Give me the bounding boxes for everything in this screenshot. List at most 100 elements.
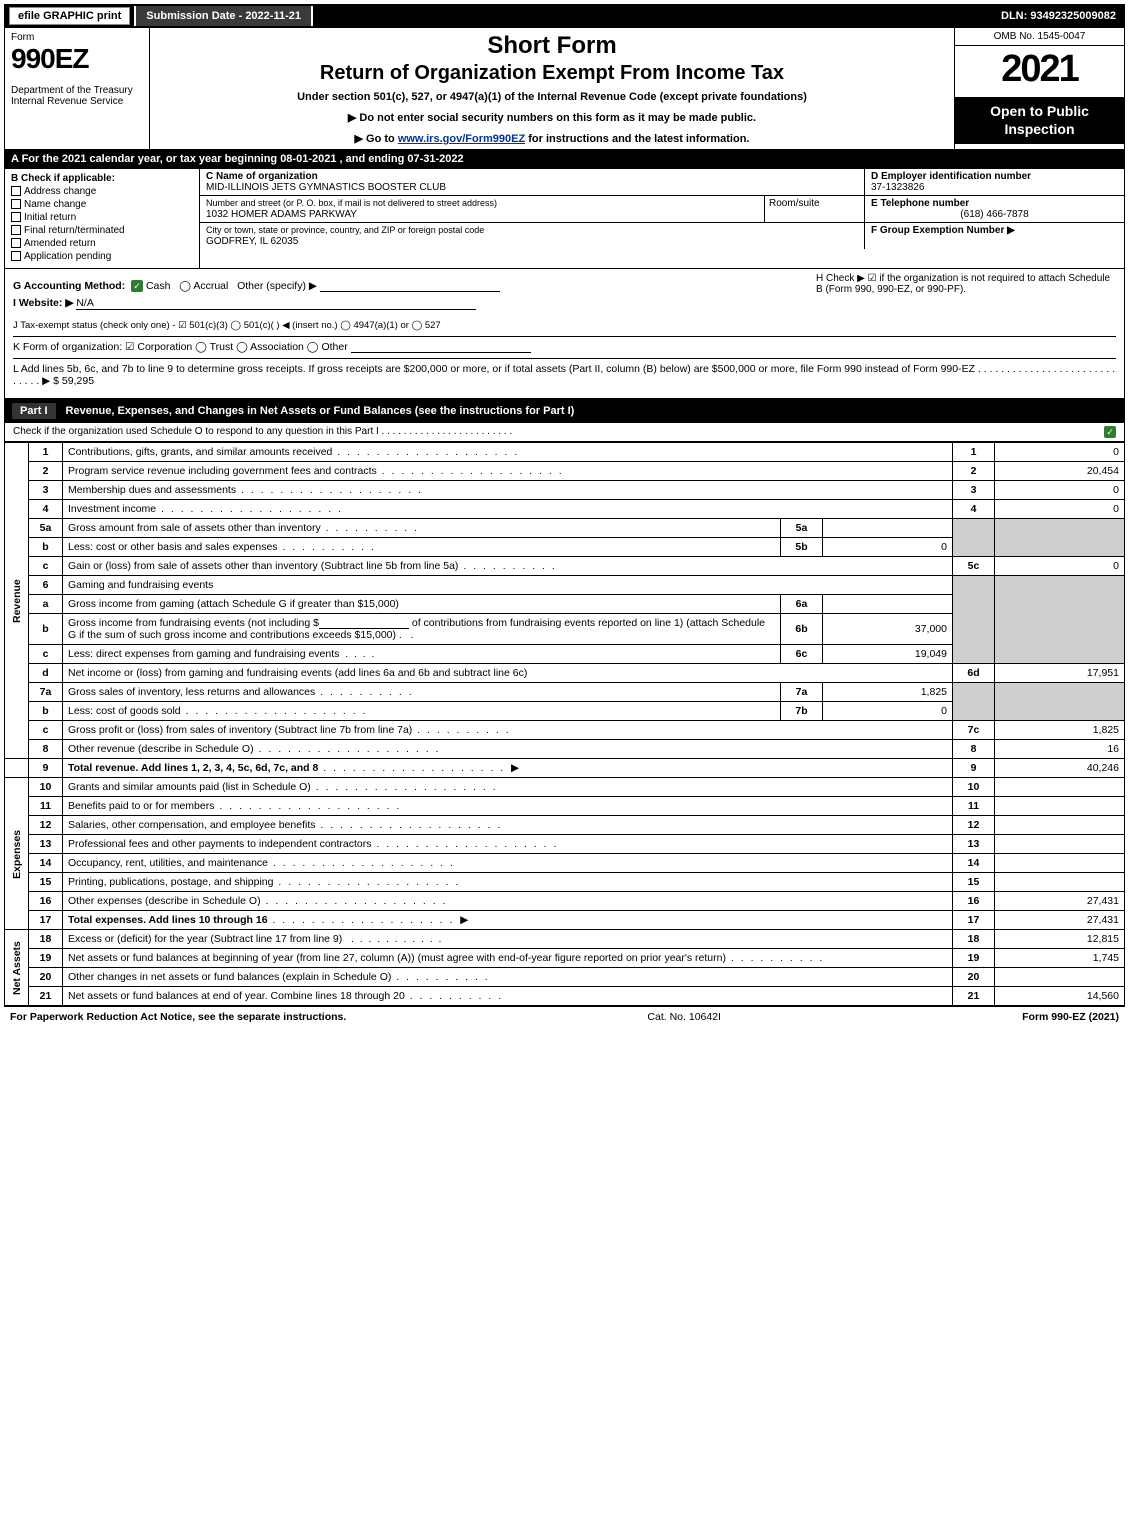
chk-name-change-label: Name change <box>24 199 86 210</box>
row-rnum: 2 <box>953 462 995 481</box>
row-val <box>995 873 1125 892</box>
row-rnum: 16 <box>953 892 995 911</box>
irs-link[interactable]: www.irs.gov/Form990EZ <box>398 133 525 145</box>
row-rnum: 8 <box>953 740 995 759</box>
line-h: H Check ▶ ☑ if the organization is not r… <box>816 273 1116 315</box>
chk-name-change[interactable]: Name change <box>11 199 193 210</box>
row-rnum: 14 <box>953 854 995 873</box>
box-e-label: E Telephone number <box>871 198 969 209</box>
row-num: 12 <box>29 816 63 835</box>
g-other-blank[interactable] <box>320 280 500 292</box>
dln-label: DLN: 93492325009082 <box>993 6 1124 26</box>
chk-final-return[interactable]: Final return/terminated <box>11 225 193 236</box>
dept-label: Department of the Treasury <box>11 85 143 96</box>
row-rnum: 9 <box>953 759 995 778</box>
sub-val: 19,049 <box>823 645 953 664</box>
row-desc: Membership dues and assessments <box>63 481 953 500</box>
note-ssn: ▶ Do not enter social security numbers o… <box>156 111 948 124</box>
row-num: 3 <box>29 481 63 500</box>
grey-cell <box>995 683 1125 721</box>
g-cash: Cash <box>146 280 171 292</box>
sub-val <box>823 519 953 538</box>
header-left: Form 990EZ Department of the Treasury In… <box>5 28 150 149</box>
row-val: 17,951 <box>995 664 1125 683</box>
row-desc: Net assets or fund balances at end of ye… <box>63 987 953 1006</box>
box-f-label: F Group Exemption Number ▶ <box>871 225 1015 236</box>
row-rnum: 11 <box>953 797 995 816</box>
form-header: Form 990EZ Department of the Treasury In… <box>4 28 1125 150</box>
row-val: 27,431 <box>995 892 1125 911</box>
efile-print-button[interactable]: efile GRAPHIC print <box>9 7 130 25</box>
k-other-blank[interactable] <box>351 341 531 353</box>
street-label: Number and street (or P. O. box, if mail… <box>206 198 497 208</box>
sub-num: 6a <box>781 595 823 614</box>
row-val <box>995 816 1125 835</box>
footer-left: For Paperwork Reduction Act Notice, see … <box>10 1011 346 1023</box>
sub-val: 0 <box>823 538 953 557</box>
row-desc: Program service revenue including govern… <box>63 462 953 481</box>
box-b-label: B Check if applicable: <box>11 173 193 184</box>
row-desc: Benefits paid to or for members <box>63 797 953 816</box>
grey-cell <box>953 683 995 721</box>
row-rnum: 15 <box>953 873 995 892</box>
row-num: 13 <box>29 835 63 854</box>
row-val: 12,815 <box>995 930 1125 949</box>
row-val: 1,825 <box>995 721 1125 740</box>
title-short-form: Short Form <box>156 32 948 60</box>
row-num: 17 <box>29 911 63 930</box>
row-num: b <box>29 614 63 645</box>
row-desc: Gain or (loss) from sale of assets other… <box>63 557 953 576</box>
chk-amended-return-label: Amended return <box>24 238 96 249</box>
section-b-to-f: B Check if applicable: Address change Na… <box>4 169 1125 269</box>
part-1-title: Revenue, Expenses, and Changes in Net As… <box>66 405 575 417</box>
6b-blank[interactable] <box>319 617 409 629</box>
row-rnum: 21 <box>953 987 995 1006</box>
row-val <box>995 968 1125 987</box>
chk-address-change[interactable]: Address change <box>11 186 193 197</box>
part-1-sub-text: Check if the organization used Schedule … <box>13 426 1104 438</box>
sub-val: 1,825 <box>823 683 953 702</box>
row-num: 10 <box>29 778 63 797</box>
row-num: 9 <box>29 759 63 778</box>
6b-pre: Gross income from fundraising events (no… <box>68 617 319 629</box>
ein-value: 37-1323826 <box>871 182 924 193</box>
g-accrual: Accrual <box>193 280 228 292</box>
grey-cell <box>953 519 995 557</box>
row-val: 0 <box>995 557 1125 576</box>
note-link-post: for instructions and the latest informat… <box>525 133 749 145</box>
website-value: N/A <box>76 297 476 310</box>
spacer-cell <box>5 759 29 778</box>
part-1-sub: Check if the organization used Schedule … <box>4 423 1125 442</box>
title-return: Return of Organization Exempt From Incom… <box>156 62 948 85</box>
vlabel-revenue: Revenue <box>5 443 29 759</box>
row-desc: Salaries, other compensation, and employ… <box>63 816 953 835</box>
row-desc: Gross income from fundraising events (no… <box>63 614 781 645</box>
row-desc: Printing, publications, postage, and shi… <box>63 873 953 892</box>
row-val <box>995 797 1125 816</box>
row-num: 7a <box>29 683 63 702</box>
row-val: 0 <box>995 481 1125 500</box>
row-desc: Gross amount from sale of assets other t… <box>63 519 781 538</box>
city-value: GODFREY, IL 62035 <box>206 236 298 247</box>
box-c-label: C Name of organization <box>206 171 318 182</box>
form-number: 990EZ <box>11 43 143 75</box>
g-other: Other (specify) ▶ <box>237 280 317 292</box>
chk-address-change-label: Address change <box>24 186 96 197</box>
row-val <box>995 854 1125 873</box>
line-i: I Website: ▶ N/A <box>13 297 816 310</box>
row-rnum: 20 <box>953 968 995 987</box>
sub-val <box>823 595 953 614</box>
chk-application-pending[interactable]: Application pending <box>11 251 193 262</box>
box-c-street: Number and street (or P. O. box, if mail… <box>200 196 764 222</box>
row-num: 1 <box>29 443 63 462</box>
row-num: b <box>29 702 63 721</box>
chk-amended-return[interactable]: Amended return <box>11 238 193 249</box>
chk-initial-return[interactable]: Initial return <box>11 212 193 223</box>
submission-date: Submission Date - 2022-11-21 <box>134 6 313 26</box>
row-num: 2 <box>29 462 63 481</box>
row-rnum: 18 <box>953 930 995 949</box>
row-num: 18 <box>29 930 63 949</box>
row-num: 5a <box>29 519 63 538</box>
row-desc: Net assets or fund balances at beginning… <box>63 949 953 968</box>
row-desc: Less: cost or other basis and sales expe… <box>63 538 781 557</box>
